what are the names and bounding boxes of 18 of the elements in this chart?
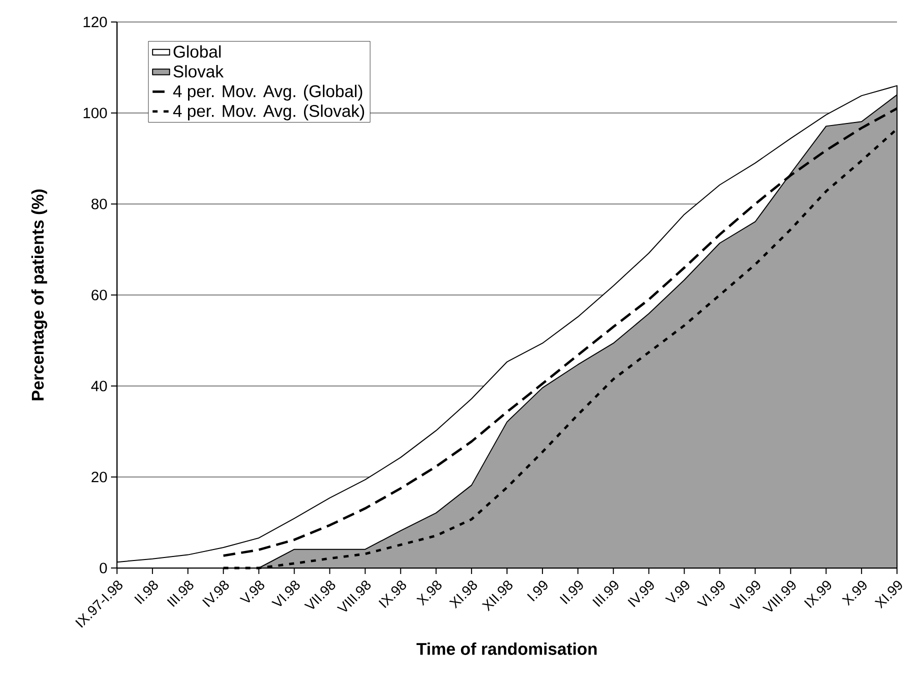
legend-label: 4 per. Mov. Avg. (Global) [173,84,362,101]
x-tick-label: V.99 [665,580,690,602]
legend-label: Slovak [174,65,224,78]
x-tick-label: II.99 [560,580,583,604]
y-tick-label: 40 [91,380,107,392]
y-tick-label: 60 [92,290,107,300]
y-axis-title: Percentage of patients (%) [31,190,48,400]
y-tick-label: 120 [84,16,107,28]
legend-label: Global [174,45,221,58]
x-axis-title: Time of randomisation [416,642,597,655]
y-tick-label: 0 [100,562,107,574]
y-tick-label: 80 [92,198,107,210]
x-tick-label: V.98 [240,580,264,602]
legend-label: 4 per. Mov. Avg. (Slovak) [173,104,364,120]
y-tick-label: 100 [84,108,107,118]
y-tick-label: 20 [92,472,107,482]
x-tick-label: II.98 [134,580,158,604]
x-tick-label: I.99 [527,580,548,602]
